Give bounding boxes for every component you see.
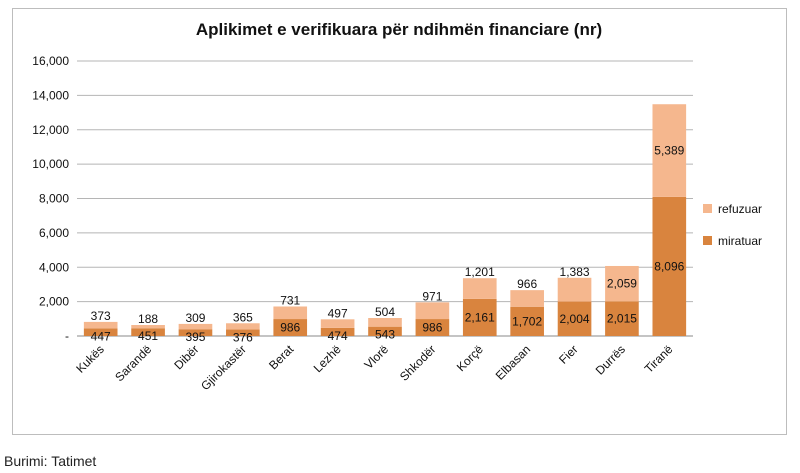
legend-swatch-miratuar — [703, 236, 712, 245]
bars — [83, 104, 687, 336]
y-tick-label: - — [65, 329, 69, 343]
gridlines — [77, 60, 693, 337]
x-tick-label: Sarandë — [112, 342, 154, 384]
data-label-miratuar: 395 — [185, 330, 205, 344]
bar-miratuar — [652, 196, 687, 336]
bar-refuzuar — [605, 265, 639, 302]
legend-swatch-refuzuar — [703, 204, 712, 213]
bar-refuzuar — [226, 323, 260, 330]
bar-miratuar — [273, 319, 308, 336]
bar-refuzuar — [83, 321, 118, 329]
x-tick-label: Lezhë — [311, 342, 344, 375]
bar-miratuar — [226, 329, 260, 336]
legend-label-refuzuar: refuzuar — [718, 202, 762, 216]
bar-refuzuar — [368, 318, 402, 327]
y-tick-label: 16,000 — [32, 54, 69, 68]
data-label-miratuar: 986 — [280, 321, 300, 335]
bar-refuzuar — [510, 290, 544, 307]
y-tick-label: 8,000 — [39, 192, 69, 206]
bar-refuzuar — [652, 104, 687, 197]
bar-refuzuar — [320, 319, 355, 328]
data-label-refuzuar: 309 — [185, 311, 205, 325]
bar-miratuar — [83, 328, 118, 336]
data-label-miratuar: 474 — [328, 329, 348, 343]
data-label-miratuar: 1,702 — [512, 314, 542, 328]
data-label-miratuar: 451 — [138, 329, 158, 343]
data-label-refuzuar: 966 — [517, 277, 537, 291]
x-tick-label: Dibër — [171, 342, 201, 372]
data-label-miratuar: 2,161 — [465, 310, 495, 324]
y-tick-label: 2,000 — [39, 295, 69, 309]
data-label-refuzuar: 1,383 — [560, 265, 590, 279]
data-label-miratuar: 2,004 — [560, 312, 590, 326]
x-tick-label: Fier — [556, 342, 581, 367]
data-label-refuzuar: 188 — [138, 312, 158, 326]
data-label-miratuar: 543 — [375, 328, 395, 342]
bar-miratuar — [605, 301, 639, 336]
bar-miratuar — [178, 329, 213, 336]
data-label-refuzuar: 373 — [91, 309, 111, 323]
bar-miratuar — [415, 319, 450, 336]
data-label-miratuar: 986 — [422, 321, 442, 335]
source-note: Burimi: Tatimet — [4, 453, 97, 469]
y-tick-label: 4,000 — [39, 260, 69, 274]
chart-frame: Aplikimet e verifikuara për ndihmën fina… — [12, 8, 787, 435]
bar-miratuar — [368, 326, 402, 336]
bar-refuzuar — [462, 278, 497, 299]
x-tick-label: Durrës — [593, 342, 628, 377]
data-label-miratuar: 2,015 — [607, 312, 637, 326]
bar-miratuar — [462, 298, 497, 336]
x-tick-label: Kukës — [73, 342, 106, 375]
data-labels: 447 373 451 188 395 309 376 365 986 731 474 497 543 5… — [91, 144, 685, 345]
y-tick-label: 12,000 — [32, 123, 69, 137]
x-tick-label: Tiranë — [642, 342, 676, 376]
bar-miratuar — [510, 306, 544, 336]
x-tick-label: Elbasan — [493, 342, 534, 383]
x-tick-label: Berat — [266, 342, 297, 373]
chart-title: Aplikimet e verifikuara për ndihmën fina… — [196, 20, 602, 39]
y-tick-label: 14,000 — [32, 88, 69, 102]
data-label-refuzuar: 1,201 — [465, 265, 495, 279]
data-label-miratuar: 447 — [91, 329, 111, 343]
x-tick-label: Shkodër — [397, 342, 439, 384]
data-label-refuzuar: 5,389 — [654, 144, 684, 158]
x-tick-label: Korçë — [454, 342, 486, 374]
bar-miratuar — [557, 301, 592, 336]
legend-label-miratuar: miratuar — [718, 234, 762, 248]
data-label-refuzuar: 504 — [375, 305, 395, 319]
y-axis-ticks: - 2,000 4,000 6,000 8,000 10,000 12,000 14,000 1… — [32, 54, 69, 343]
legend: refuzuar miratuar — [703, 202, 762, 248]
data-label-refuzuar: 971 — [422, 289, 442, 303]
x-tick-label: Vlorë — [361, 342, 391, 372]
y-tick-label: 10,000 — [32, 157, 69, 171]
x-tick-label: Gjirokastër — [198, 342, 249, 393]
data-label-refuzuar: 497 — [328, 306, 348, 320]
stacked-bar-chart: Aplikimet e verifikuara për ndihmën fina… — [32, 20, 762, 393]
bar-refuzuar — [178, 323, 213, 330]
data-label-refuzuar: 731 — [280, 293, 300, 307]
data-label-miratuar: 376 — [233, 331, 253, 345]
bar-miratuar — [320, 327, 355, 336]
bar-refuzuar — [557, 277, 592, 302]
bar-refuzuar — [273, 306, 308, 320]
data-label-refuzuar: 2,059 — [607, 277, 637, 291]
bar-miratuar — [131, 328, 165, 336]
data-label-miratuar: 8,096 — [654, 259, 684, 273]
bar-refuzuar — [415, 302, 450, 320]
bar-refuzuar — [131, 325, 165, 329]
y-tick-label: 6,000 — [39, 226, 69, 240]
data-label-refuzuar: 365 — [233, 310, 253, 324]
